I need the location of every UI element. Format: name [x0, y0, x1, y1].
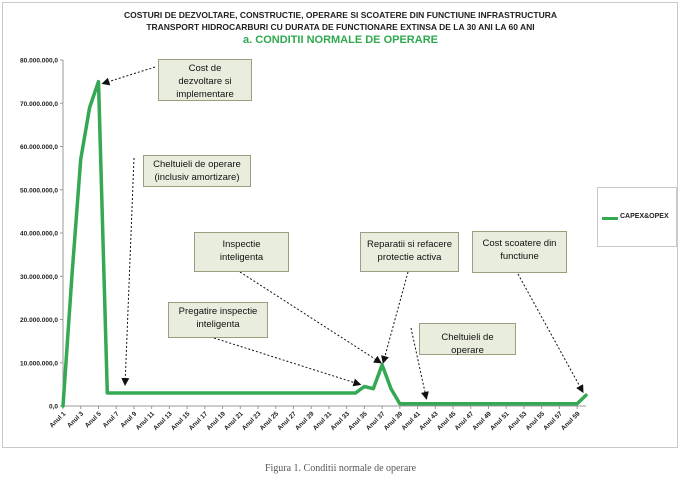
figure-caption: Figura 1. Conditii normale de operare — [264, 463, 417, 474]
annotation-text: Cheltuieli de operare — [441, 332, 494, 356]
chart-title-line-2: TRANSPORT HIDROCARBURI CU DURATA DE FUNC… — [146, 22, 535, 32]
chart-frame — [2, 2, 678, 448]
annotation-text: Reparatii si refacere — [366, 239, 452, 250]
y-tick-label: 30.000.000,0 — [20, 274, 58, 281]
legend: CAPEX&OPEX — [597, 187, 677, 247]
annotation-text: functiune — [500, 251, 539, 262]
y-tick-label: 10.000.000,0 — [20, 360, 58, 367]
annotation-reparatii: Reparatii si refacere protectie activa — [360, 232, 459, 272]
chart-title-line-1: COSTURI DE DEZVOLTARE, CONSTRUCTIE, OPER… — [123, 10, 558, 20]
y-tick-label: 60.000.000,0 — [20, 144, 58, 151]
annotation-cheltuieli-operare-2: Cheltuieli de operare — [419, 323, 516, 356]
x-tick-label: Anul 5 — [84, 410, 103, 429]
annotation-text: Cost scoatere din — [482, 238, 557, 249]
annotation-text: Inspectie — [222, 239, 261, 250]
y-tick-label: 50.000.000,0 — [20, 187, 58, 194]
x-tick-label: Anul 7 — [102, 410, 121, 429]
annotation-text: Pregatire inspectie — [178, 306, 258, 317]
annotation-inspectie: Inspectie inteligenta — [194, 232, 289, 272]
legend-swatch — [602, 217, 618, 220]
annotation-cost-dezvoltare: Cost de dezvoltare si implementare — [158, 59, 252, 101]
legend-label: CAPEX&OPEX — [620, 213, 669, 220]
annotation-text: (inclusiv amortizare) — [154, 172, 240, 183]
annotation-pregatire: Pregatire inspectie inteligenta — [168, 302, 268, 338]
annotation-text: implementare — [176, 89, 234, 100]
x-tick-label: Anul 59 — [560, 410, 582, 432]
arrow-cheltuieli-operare-2 — [410, 327, 429, 400]
annotation-cheltuieli-operare: Cheltuieli de operare (inclusiv amortiza… — [143, 155, 251, 187]
annotation-text: inteligenta — [196, 319, 240, 330]
annotation-scoatere: Cost scoatere din functiune — [472, 231, 567, 273]
arrow-reparatii — [381, 271, 409, 364]
chart-subtitle: a. CONDITII NORMALE DE OPERARE — [243, 34, 438, 46]
arrow-pregatire — [213, 337, 362, 387]
x-tick-label: Anul 1 — [48, 410, 67, 429]
annotation-text: Cost de — [188, 63, 222, 74]
series-line-capex-opex — [61, 79, 588, 408]
annotation-text: Cheltuieli de operare — [153, 159, 241, 170]
x-tick-label: Anul 3 — [66, 410, 85, 429]
y-tick-label: 0,0 — [49, 404, 58, 411]
y-tick-label: 40.000.000,0 — [20, 231, 58, 238]
arrow-cheltuieli-operare — [121, 157, 135, 387]
arrow-cost-dezvoltare — [101, 66, 156, 86]
y-tick-label: 80.000.000,0 — [20, 58, 58, 65]
annotation-text: protectie activa — [377, 252, 442, 263]
y-tick-label: 20.000.000,0 — [20, 317, 58, 324]
arrow-scoatere — [517, 273, 584, 394]
line-chart: 0,0 10.000.000,0 20.000.000,0 30.000.000,0 4… — [20, 58, 588, 432]
annotation-text: dezvoltare si — [178, 76, 232, 87]
annotation-text: inteligenta — [219, 252, 264, 263]
y-tick-label: 70.000.000,0 — [20, 101, 58, 108]
